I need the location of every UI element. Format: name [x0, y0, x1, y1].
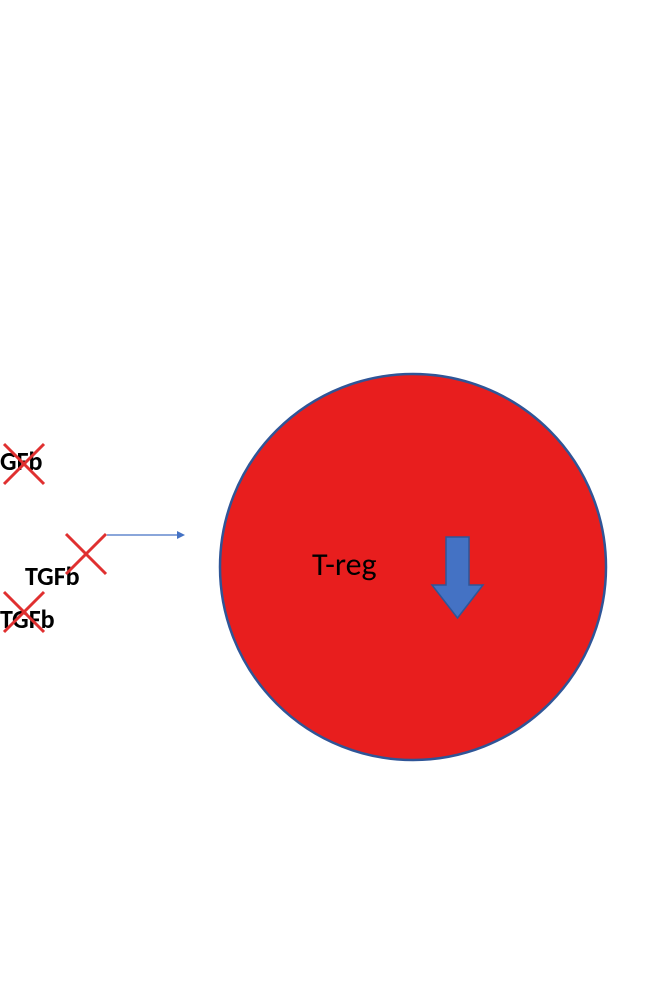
treg-text: T-reg — [312, 545, 377, 584]
tgfb-text-2: TGFb — [25, 560, 80, 592]
treg-circle — [218, 372, 608, 762]
tgfb-label-1: GFb — [0, 445, 42, 477]
tgfb-text-3: TGFb — [0, 603, 55, 635]
right-arrow-icon — [105, 528, 187, 542]
treg-label: T-reg — [312, 545, 377, 584]
tgfb-label-2: TGFb — [25, 560, 80, 592]
tgfb-label-3: TGFb — [0, 603, 55, 635]
down-arrow-icon — [430, 535, 485, 620]
tgfb-text-1: GFb — [0, 445, 42, 477]
